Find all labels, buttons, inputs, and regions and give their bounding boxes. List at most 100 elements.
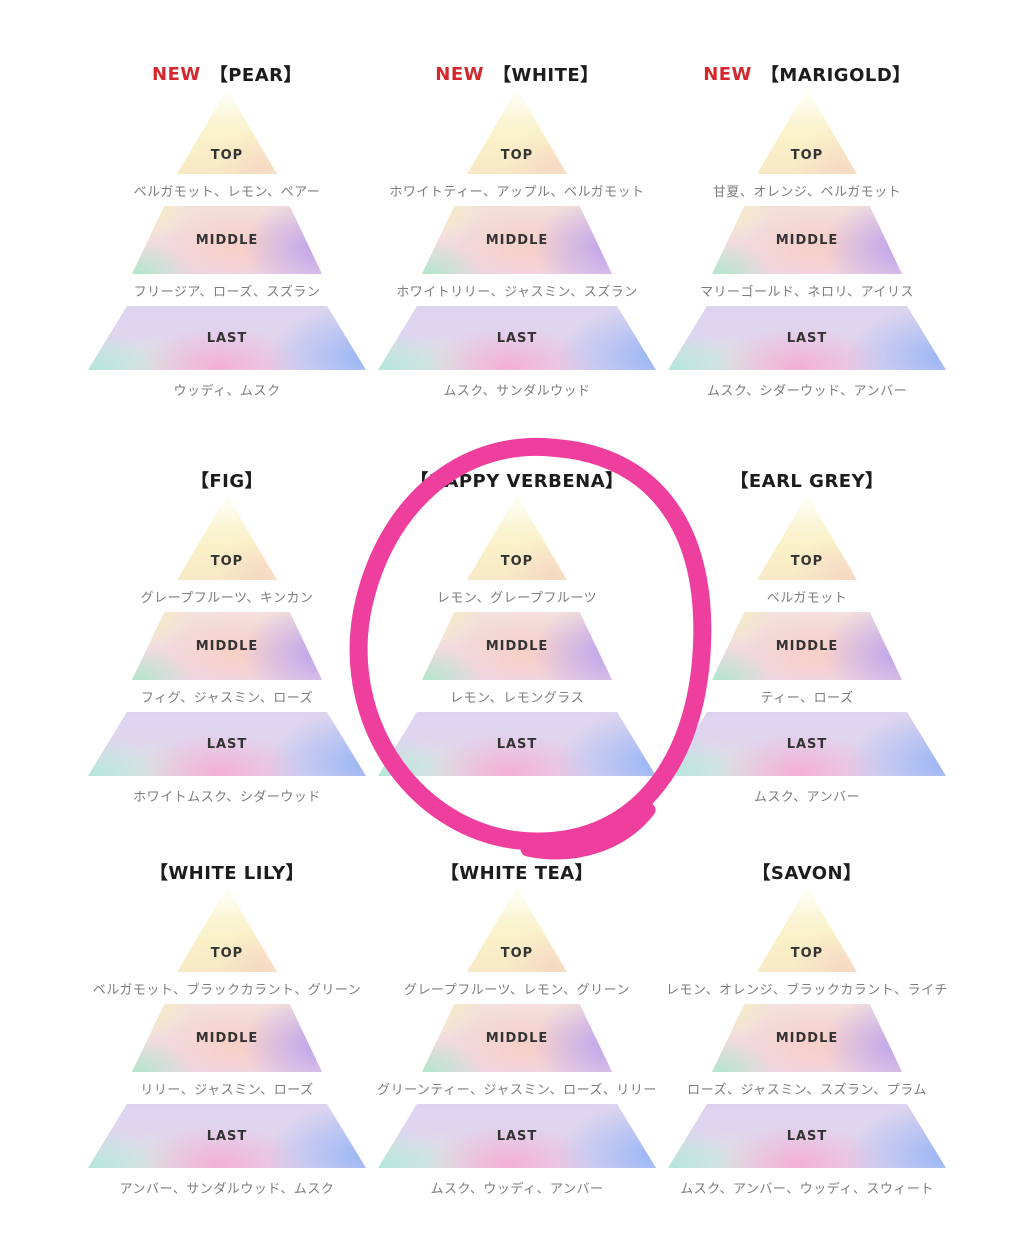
top-note-triangle: TOP bbox=[467, 89, 567, 174]
last-note-trapezoid: LAST bbox=[378, 712, 656, 776]
pyramid-title-text: 【EARL GREY】 bbox=[730, 471, 884, 492]
pyramid-title: NEW 【PEAR】 bbox=[152, 62, 302, 87]
last-notes-text: ムスク、アンバー、ウッディ、スウィート bbox=[680, 1181, 934, 1197]
middle-notes-text: ローズ、ジャスミン、スズラン、プラム bbox=[687, 1082, 927, 1098]
top-notes-text: グレープフルーツ、レモン、グリーン bbox=[404, 982, 630, 998]
top-band-label: TOP bbox=[790, 148, 824, 163]
middle-band-label: MIDDLE bbox=[775, 1030, 839, 1046]
middle-note-trapezoid: MIDDLE bbox=[132, 206, 322, 274]
middle-notes-text: ホワイトリリー、ジャスミン、スズラン bbox=[396, 284, 638, 300]
top-notes-text: グレープフルーツ、キンカン bbox=[140, 590, 314, 606]
middle-band-label: MIDDLE bbox=[775, 232, 839, 248]
last-notes-text: ムスク、サンダルウッド bbox=[443, 383, 591, 399]
middle-notes-text: ティー、ローズ bbox=[760, 690, 854, 706]
last-note-trapezoid: LAST bbox=[378, 1104, 656, 1168]
middle-note-trapezoid: MIDDLE bbox=[712, 1004, 902, 1072]
middle-notes-text: レモン、レモングラス bbox=[450, 690, 584, 706]
top-notes-text: レモン、グレープフルーツ bbox=[436, 590, 598, 606]
new-badge: NEW bbox=[703, 63, 752, 85]
last-band-label: LAST bbox=[496, 1128, 538, 1144]
middle-notes-text: リリー、ジャスミン、ローズ bbox=[140, 1082, 314, 1098]
pyramid-title: 【EARL GREY】 bbox=[730, 468, 883, 492]
top-note-triangle: TOP bbox=[757, 887, 857, 972]
top-notes-text: 甘夏、オレンジ、ベルガモット bbox=[712, 184, 902, 200]
pyramid-title-text: 【WHITE】 bbox=[493, 65, 599, 86]
middle-band-label: MIDDLE bbox=[195, 232, 259, 248]
middle-band-label: MIDDLE bbox=[485, 638, 549, 654]
top-note-triangle: TOP bbox=[757, 495, 857, 580]
pyramid-title-text: 【SAVON】 bbox=[752, 863, 862, 884]
middle-notes-text: フリージア、ローズ、スズラン bbox=[133, 284, 321, 300]
last-band-label: LAST bbox=[786, 1128, 828, 1144]
pyramid-card: 【WHITE TEA】 TOP グレープフルーツ、レモン、グリーン MIDDLE… bbox=[372, 846, 662, 1238]
last-note-trapezoid: LAST bbox=[88, 712, 366, 776]
pyramid-title: 【WHITE TEA】 bbox=[441, 860, 593, 884]
pyramid-title: 【HAPPY VERBENA】 bbox=[410, 468, 623, 492]
top-notes-text: ホワイトティー、アップル、ベルガモット bbox=[389, 184, 645, 200]
top-note-triangle: TOP bbox=[757, 89, 857, 174]
middle-band-label: MIDDLE bbox=[775, 638, 839, 654]
pyramid-title: NEW 【MARIGOLD】 bbox=[703, 62, 911, 87]
middle-note-trapezoid: MIDDLE bbox=[422, 1004, 612, 1072]
pyramid-title-text: 【FIG】 bbox=[190, 471, 264, 492]
last-note-trapezoid: LAST bbox=[378, 306, 656, 370]
middle-band-label: MIDDLE bbox=[195, 638, 259, 654]
last-band-label: LAST bbox=[496, 330, 538, 346]
pyramid-card: 【SAVON】 TOP レモン、オレンジ、ブラックカラント、ライチ MIDDLE… bbox=[662, 846, 952, 1238]
last-notes-text: ホワイトムスク、シダーウッド bbox=[133, 789, 321, 805]
top-band-label: TOP bbox=[790, 946, 824, 961]
top-band-label: TOP bbox=[210, 946, 244, 961]
top-notes-text: ベルガモット、ブラックカラント、グリーン bbox=[92, 982, 362, 998]
last-band-label: LAST bbox=[786, 330, 828, 346]
middle-band-label: MIDDLE bbox=[485, 1030, 549, 1046]
last-notes-text: ウッディ、ムスク bbox=[173, 383, 281, 399]
middle-band-label: MIDDLE bbox=[485, 232, 549, 248]
pyramid-card: NEW 【PEAR】 TOP ベルガモット、レモン、ペアー MIDDLE フリー… bbox=[82, 62, 372, 454]
pyramid-card: 【FIG】 TOP グレープフルーツ、キンカン MIDDLE フィグ、ジャスミン… bbox=[82, 454, 372, 846]
middle-note-trapezoid: MIDDLE bbox=[132, 1004, 322, 1072]
last-notes-text: ムスク、シダーウッド、アンバー bbox=[706, 383, 908, 399]
middle-notes-text: グリーンティー、ジャスミン、ローズ、リリー bbox=[377, 1082, 657, 1098]
pyramid-title-text: 【WHITE TEA】 bbox=[440, 863, 594, 884]
middle-note-trapezoid: MIDDLE bbox=[422, 612, 612, 680]
pyramid-title: 【SAVON】 bbox=[752, 860, 861, 884]
last-band-label: LAST bbox=[786, 736, 828, 752]
last-band-label: LAST bbox=[496, 736, 538, 752]
pyramid-title: 【FIG】 bbox=[191, 468, 263, 492]
top-note-triangle: TOP bbox=[467, 495, 567, 580]
last-band-label: LAST bbox=[206, 330, 248, 346]
top-band-label: TOP bbox=[790, 554, 824, 569]
last-notes-text: アンバー、サンダルウッド、ムスク bbox=[119, 1181, 335, 1197]
pyramid-card: 【HAPPY VERBENA】 TOP レモン、グレープフルーツ MIDDLE … bbox=[372, 454, 662, 846]
last-notes-text: ムスク、アンバー bbox=[753, 789, 861, 805]
top-band-label: TOP bbox=[210, 148, 244, 163]
top-band-label: TOP bbox=[500, 946, 534, 961]
last-note-trapezoid: LAST bbox=[668, 306, 946, 370]
last-band-label: LAST bbox=[206, 1128, 248, 1144]
last-note-trapezoid: LAST bbox=[668, 1104, 946, 1168]
pyramid-card: NEW 【MARIGOLD】 TOP 甘夏、オレンジ、ベルガモット MIDDLE… bbox=[662, 62, 952, 454]
pyramid-title-text: 【MARIGOLD】 bbox=[760, 65, 911, 86]
top-notes-text: ベルガモット bbox=[766, 590, 848, 606]
last-note-trapezoid: LAST bbox=[668, 712, 946, 776]
middle-note-trapezoid: MIDDLE bbox=[422, 206, 612, 274]
top-note-triangle: TOP bbox=[177, 887, 277, 972]
middle-band-label: MIDDLE bbox=[195, 1030, 259, 1046]
last-band-label: LAST bbox=[206, 736, 248, 752]
middle-note-trapezoid: MIDDLE bbox=[712, 206, 902, 274]
pyramid-grid: NEW 【PEAR】 TOP ベルガモット、レモン、ペアー MIDDLE フリー… bbox=[82, 62, 952, 1238]
pyramid-title-text: 【PEAR】 bbox=[209, 65, 302, 86]
new-badge: NEW bbox=[435, 63, 484, 85]
last-notes-text: ムスク、ウッディ、アンバー bbox=[430, 1181, 604, 1197]
top-notes-text: レモン、オレンジ、ブラックカラント、ライチ bbox=[665, 982, 949, 998]
pyramid-card: NEW 【WHITE】 TOP ホワイトティー、アップル、ベルガモット MIDD… bbox=[372, 62, 662, 454]
last-note-trapezoid: LAST bbox=[88, 1104, 366, 1168]
top-band-label: TOP bbox=[500, 148, 534, 163]
pyramid-title: 【WHITE LILY】 bbox=[150, 860, 304, 884]
last-note-trapezoid: LAST bbox=[88, 306, 366, 370]
pyramid-card: 【WHITE LILY】 TOP ベルガモット、ブラックカラント、グリーン MI… bbox=[82, 846, 372, 1238]
middle-notes-text: マリーゴールド、ネロリ、アイリス bbox=[699, 284, 915, 300]
top-band-label: TOP bbox=[500, 554, 534, 569]
top-note-triangle: TOP bbox=[467, 887, 567, 972]
